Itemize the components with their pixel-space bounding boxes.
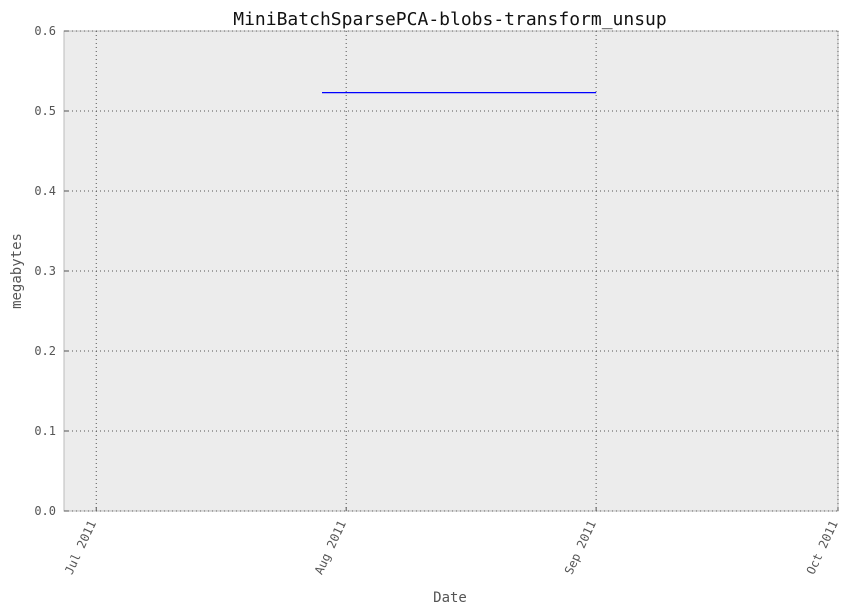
x-tick-label: Aug 2011: [312, 518, 349, 576]
grid-layer: [64, 30, 839, 512]
y-axis-label: megabytes: [9, 233, 25, 309]
y-tick-label: 0.2: [34, 344, 56, 358]
x-tick-label: Sep 2011: [562, 518, 599, 576]
y-tick-label: 0.4: [34, 184, 56, 198]
y-tick-label: 0.6: [34, 24, 56, 38]
y-axis-ticks: 0.0 0.1 0.2 0.3 0.4 0.5 0.6: [34, 24, 68, 518]
x-tick-label: Jul 2011: [62, 518, 99, 576]
y-tick-label: 0.0: [34, 504, 56, 518]
x-axis-label: Date: [433, 590, 467, 606]
y-tick-label: 0.3: [34, 264, 56, 278]
x-axis-ticks: Jul 2011 Aug 2011 Sep 2011 Oct 2011: [62, 507, 841, 577]
x-tick-label: Oct 2011: [804, 518, 841, 576]
chart-title: MiniBatchSparsePCA-blobs-transform_unsup: [233, 9, 666, 30]
y-tick-label: 0.1: [34, 424, 56, 438]
y-tick-label: 0.5: [34, 104, 56, 118]
